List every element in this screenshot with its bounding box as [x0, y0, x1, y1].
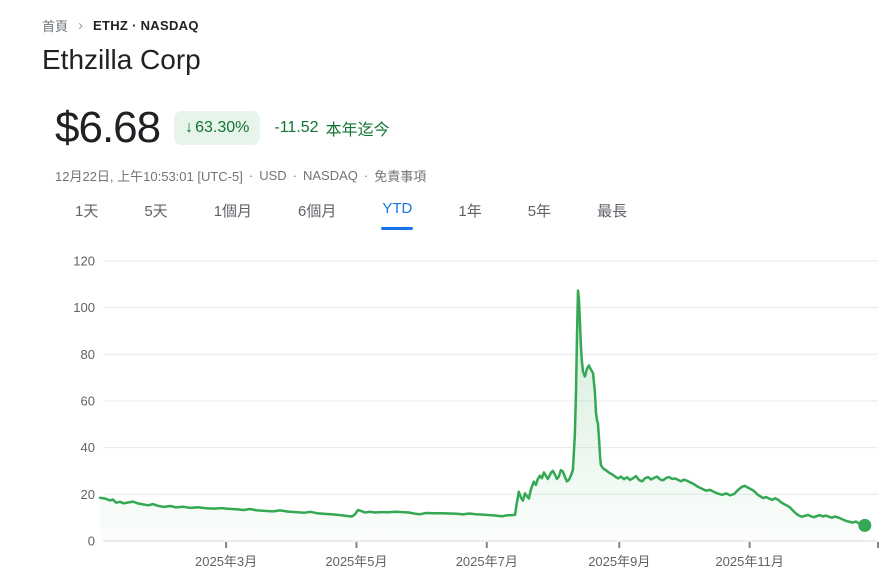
tab-1y[interactable]: 1年 [458, 203, 482, 220]
tab-5y[interactable]: 5年 [527, 203, 552, 220]
quote-meta-line: 12月22日, 上午10:53:01 [UTC-5] · USD · NASDA… [55, 166, 426, 185]
svg-text:60: 60 [81, 394, 95, 409]
svg-text:40: 40 [81, 440, 95, 455]
quote-exchange: NASDAQ [303, 168, 358, 183]
svg-text:80: 80 [81, 347, 95, 362]
disclaimer-link[interactable]: 免責事項 [374, 169, 427, 184]
breadcrumb: 首頁 › ETHZ · NASDAQ [42, 16, 199, 35]
dot-separator: · [292, 168, 297, 183]
arrow-down-icon: ↓ [185, 119, 194, 136]
tab-6m[interactable]: 6個月 [298, 203, 337, 220]
svg-text:100: 100 [73, 300, 95, 315]
price-header: $6.68 ↓ 63.30% -11.52 本年迄今 [55, 103, 390, 153]
tab-5d[interactable]: 5天 [144, 203, 168, 220]
chart-last-price-dot [858, 518, 872, 532]
time-range-tabs: 1天 5天 1個月 6個月 YTD 1年 5年 最長 [75, 200, 627, 230]
tab-1d[interactable]: 1天 [75, 203, 99, 220]
change-amount: -11.52 本年迄今 [274, 116, 389, 140]
stock-price: $6.68 [55, 103, 161, 152]
svg-text:2025年3月: 2025年3月 [195, 554, 257, 569]
svg-text:0: 0 [88, 534, 95, 549]
tab-ytd[interactable]: YTD [381, 200, 414, 230]
quote-currency: USD [259, 168, 287, 183]
change-amount-value: -11.52 [274, 119, 319, 136]
dot-separator: · [248, 168, 254, 183]
svg-text:20: 20 [81, 487, 95, 502]
chevron-right-icon: › [78, 17, 84, 34]
dot-separator: · [363, 168, 369, 183]
chart-area-fill [100, 290, 865, 541]
change-period-label: 本年迄今 [325, 122, 390, 139]
svg-text:2025年7月: 2025年7月 [456, 554, 518, 569]
breadcrumb-ticker: ETHZ · NASDAQ [93, 18, 199, 33]
svg-text:120: 120 [73, 254, 95, 269]
quote-timestamp: 12月22日, 上午10:53:01 [UTC-5] [55, 169, 243, 184]
svg-text:2025年5月: 2025年5月 [325, 554, 387, 569]
svg-text:2025年11月: 2025年11月 [715, 554, 783, 569]
page-title: Ethzilla Corp [42, 44, 201, 75]
tab-1m[interactable]: 1個月 [213, 203, 253, 220]
breadcrumb-home-link[interactable]: 首頁 [42, 19, 69, 34]
chart-price-line [98, 289, 867, 527]
price-chart[interactable]: 0 20 40 60 80 100 120 2025年3月 2025年5月 2025年7月 2025… [0, 240, 894, 580]
change-percent-badge: ↓ 63.30% [174, 111, 261, 145]
change-percent-value: 63.30% [195, 119, 250, 136]
svg-text:2025年9月: 2025年9月 [588, 554, 650, 569]
tab-max[interactable]: 最長 [597, 203, 628, 220]
